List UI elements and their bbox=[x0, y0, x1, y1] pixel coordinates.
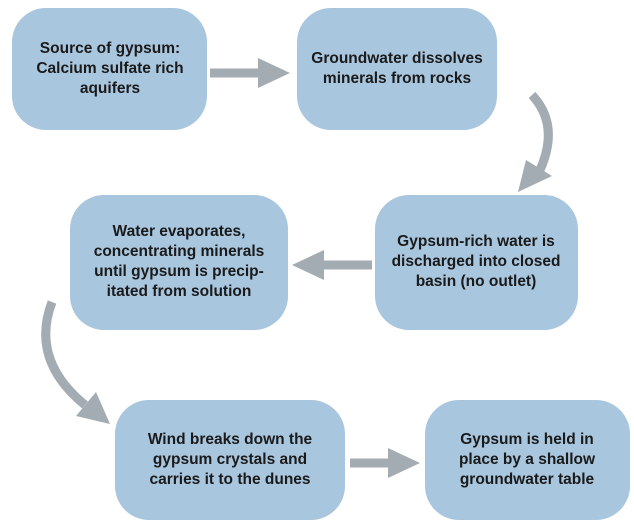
node-label: concentrating minerals bbox=[94, 243, 265, 260]
arrow-head bbox=[258, 58, 290, 88]
arrow-head bbox=[518, 160, 552, 192]
node-box bbox=[297, 8, 497, 130]
arrow bbox=[528, 91, 553, 172]
node-box bbox=[70, 195, 288, 330]
node-label: aquifers bbox=[80, 80, 140, 97]
arrow-head bbox=[76, 392, 110, 424]
node-label: Water evaporates, bbox=[113, 223, 246, 240]
node-box bbox=[375, 195, 578, 330]
node-box bbox=[12, 8, 207, 130]
arrow-head bbox=[292, 250, 324, 280]
node-label: Gypsum is held in bbox=[460, 431, 594, 448]
node-box bbox=[425, 400, 630, 520]
labels: Source of gypsum: Calcium sulfate rich aqu… bbox=[36, 40, 596, 488]
node-label: Wind breaks down the bbox=[148, 431, 313, 448]
node-label: discharged into closed bbox=[392, 253, 561, 270]
arrow-head bbox=[388, 448, 420, 478]
node-label: Calcium sulfate rich bbox=[36, 60, 183, 77]
arrow bbox=[41, 300, 88, 409]
node-label: basin (no outlet) bbox=[416, 273, 537, 290]
node-label: itated from solution bbox=[107, 283, 252, 300]
node-label: until gypsum is precip- bbox=[94, 263, 264, 280]
node-label: Groundwater dissolves bbox=[311, 50, 482, 67]
node-box bbox=[115, 400, 345, 520]
node-label: minerals from rocks bbox=[323, 70, 471, 87]
node-label: Gypsum-rich water is bbox=[397, 233, 555, 250]
node-label: gypsum crystals and bbox=[153, 451, 307, 468]
node-label: Source of gypsum: bbox=[40, 40, 180, 57]
node-label: place by a shallow bbox=[459, 451, 596, 468]
node-label: groundwater table bbox=[460, 471, 595, 488]
node-label: carries it to the dunes bbox=[149, 471, 310, 488]
